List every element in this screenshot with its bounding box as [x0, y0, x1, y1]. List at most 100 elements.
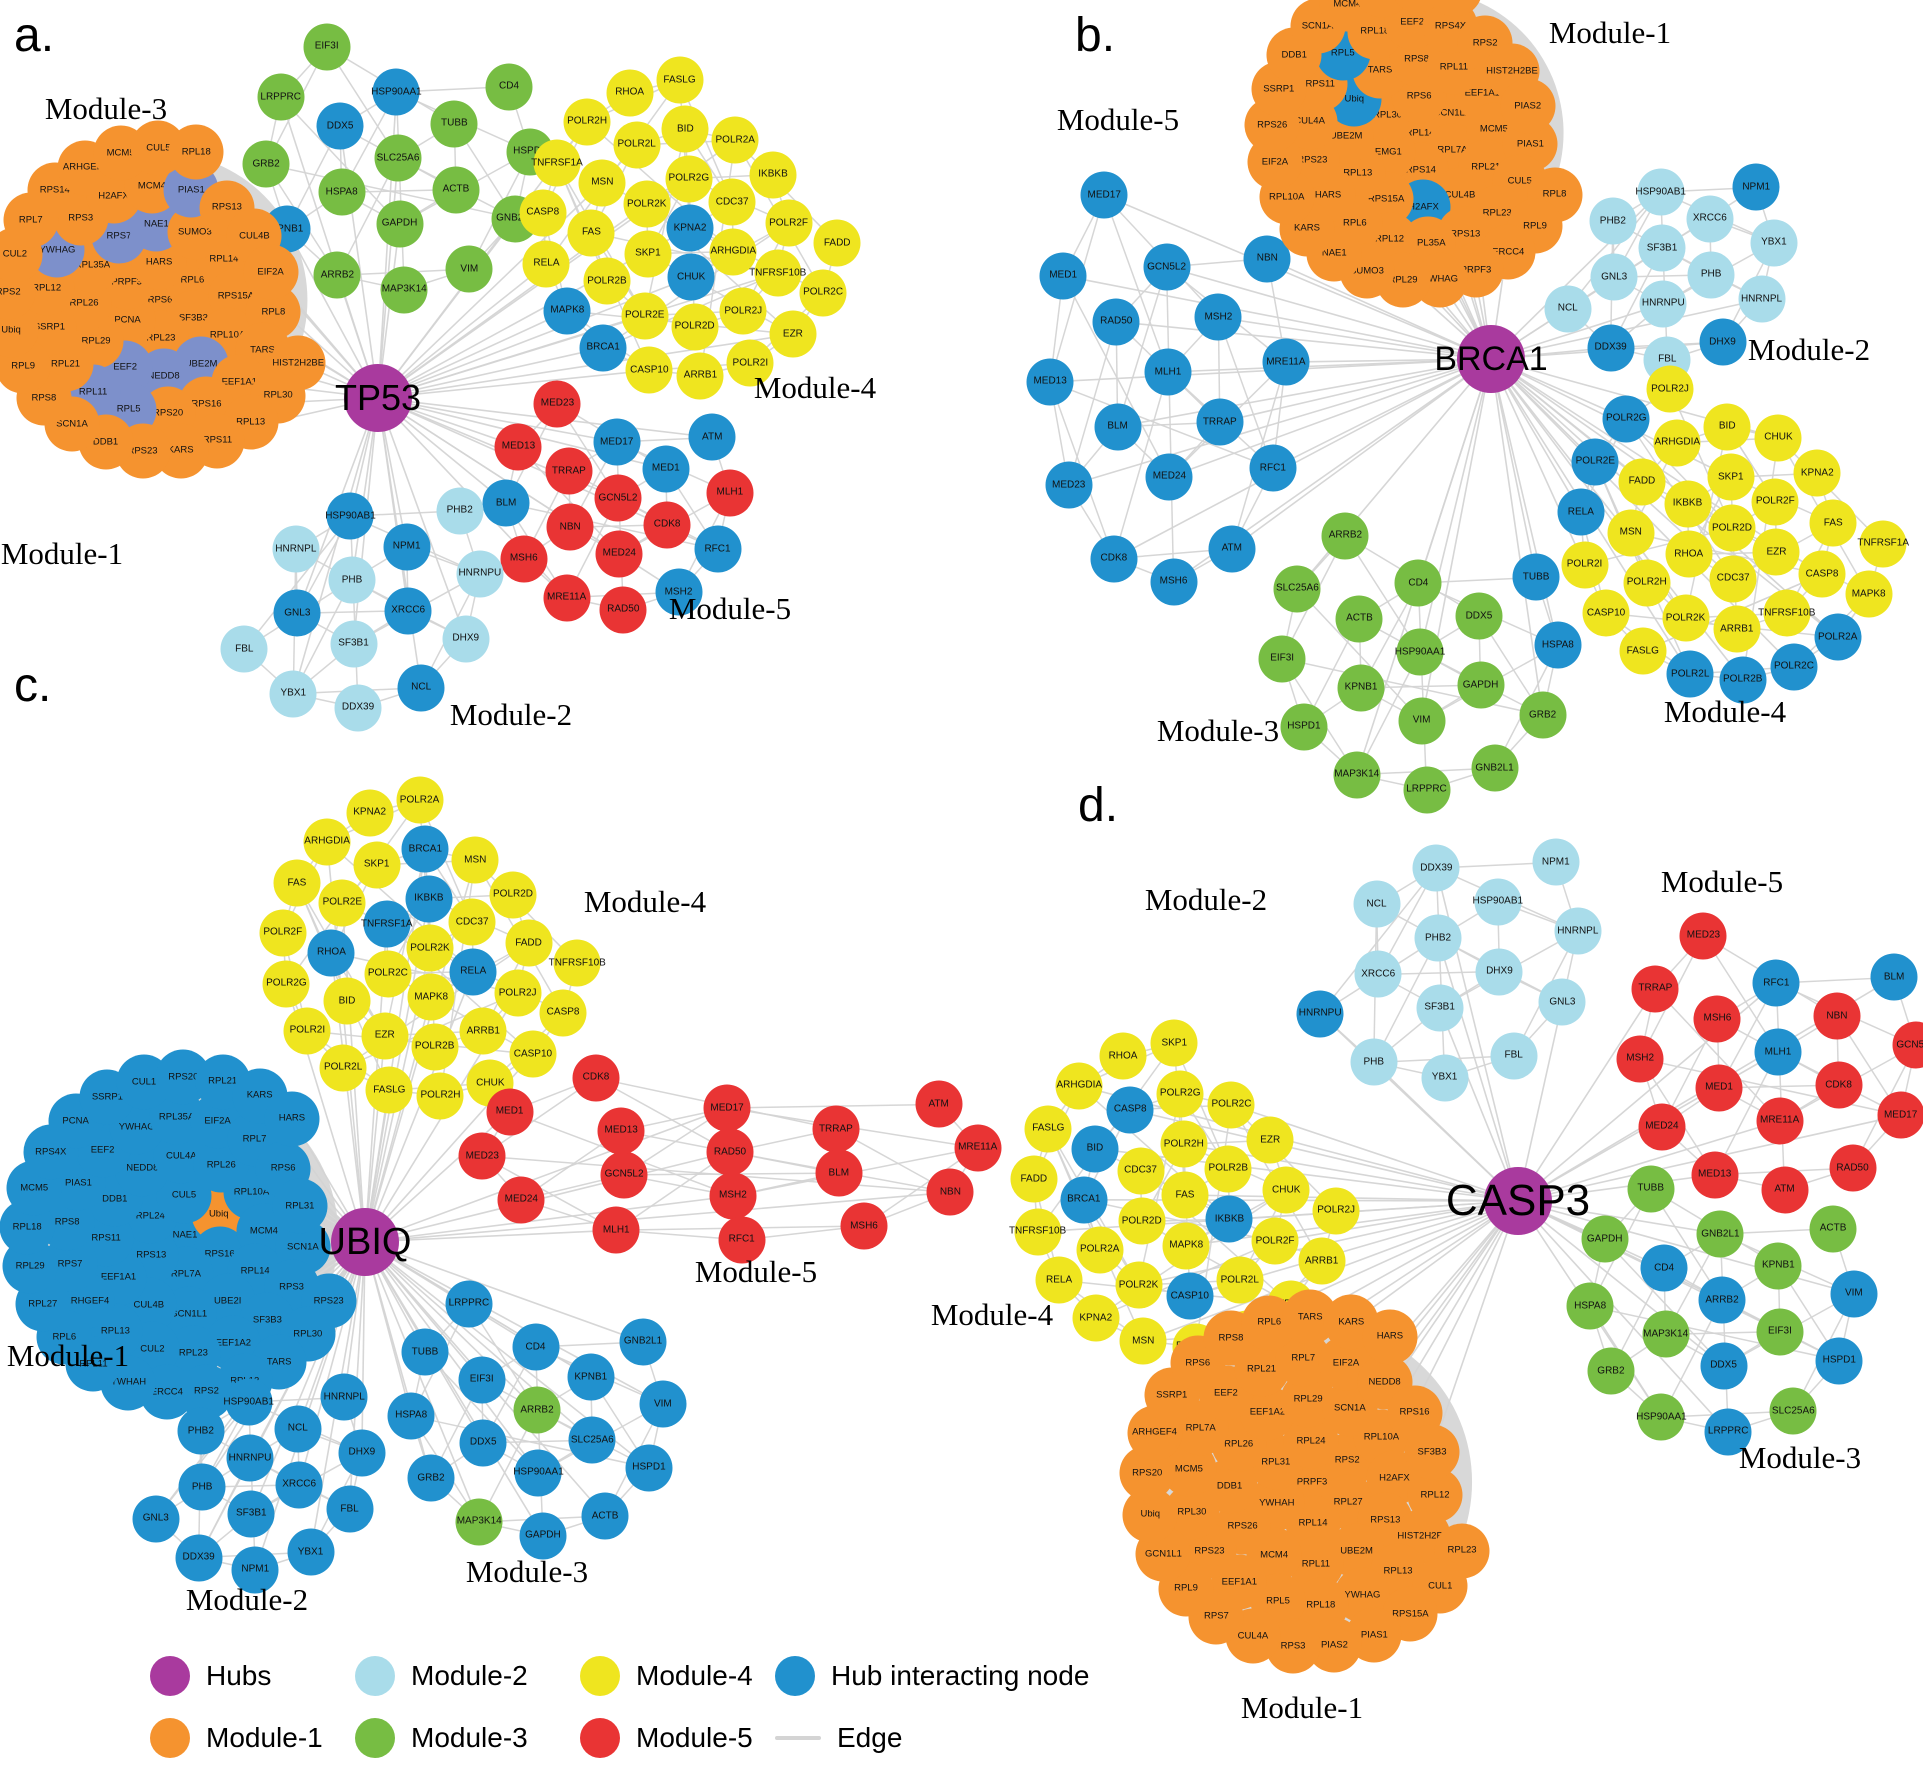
- node-polr2h[interactable]: POLR2H: [416, 1072, 464, 1120]
- node-eif3i[interactable]: EIF3I: [458, 1356, 506, 1404]
- node-rad50[interactable]: RAD50: [1829, 1144, 1877, 1192]
- node-casp8[interactable]: CASP8: [539, 989, 587, 1037]
- node-fadd[interactable]: FADD: [1010, 1155, 1058, 1203]
- node-brca1[interactable]: BRCA1: [579, 324, 627, 372]
- node-grb2[interactable]: GRB2: [1519, 691, 1567, 739]
- node-blm[interactable]: BLM: [815, 1149, 863, 1197]
- node-kpna2[interactable]: KPNA2: [1793, 449, 1841, 497]
- node-polr2a[interactable]: POLR2A: [396, 776, 444, 824]
- node-actb[interactable]: ACTB: [1809, 1205, 1857, 1253]
- node-ikbkb[interactable]: IKBKB: [749, 151, 797, 199]
- node-tnfrsf10b[interactable]: TNFRSF10B: [749, 249, 806, 297]
- node-chuk[interactable]: CHUK: [667, 253, 715, 301]
- node-rad50[interactable]: RAD50: [599, 586, 647, 634]
- node-tnfrsf10b[interactable]: TNFRSF10B: [1758, 589, 1815, 637]
- node-cdc37[interactable]: CDC37: [708, 178, 756, 226]
- node-polr2e[interactable]: POLR2E: [621, 292, 669, 340]
- hub-node-tp53[interactable]: TP53: [335, 364, 421, 432]
- node-cdc37[interactable]: CDC37: [1117, 1147, 1165, 1195]
- node-arrb1[interactable]: ARRB1: [1298, 1237, 1346, 1285]
- node-gnb2l1[interactable]: GNB2L1: [1471, 744, 1519, 792]
- node-polr2h[interactable]: POLR2H: [563, 98, 611, 146]
- node-polr2b[interactable]: POLR2B: [1204, 1145, 1252, 1193]
- node-ncl[interactable]: NCL: [397, 664, 445, 712]
- node-polr2e[interactable]: POLR2E: [318, 879, 366, 927]
- node-fas[interactable]: FAS: [273, 859, 321, 907]
- node-actb[interactable]: ACTB: [1335, 595, 1383, 643]
- node-polr2f[interactable]: POLR2F: [1751, 478, 1799, 526]
- node-fadd[interactable]: FADD: [505, 919, 553, 967]
- node-arhgdia[interactable]: ARHGDIA: [1055, 1062, 1103, 1110]
- node-tubb[interactable]: TUBB: [1627, 1165, 1675, 1213]
- node-cdk8[interactable]: CDK8: [572, 1054, 620, 1102]
- node-hnrnpl[interactable]: HNRNPL: [320, 1373, 368, 1421]
- node-rfc1[interactable]: RFC1: [1249, 444, 1297, 492]
- node-mlh1[interactable]: MLH1: [1754, 1028, 1802, 1076]
- node-med24[interactable]: MED24: [595, 530, 643, 578]
- node-ikbkb[interactable]: IKBKB: [1664, 480, 1712, 528]
- node-eif3i[interactable]: EIF3I: [1756, 1308, 1804, 1356]
- node-cdc37[interactable]: CDC37: [1709, 555, 1757, 603]
- node-rpl31[interactable]: RPL31: [272, 1178, 328, 1234]
- node-ybx1[interactable]: YBX1: [1750, 219, 1798, 267]
- node-gapdh[interactable]: GAPDH: [1457, 661, 1505, 709]
- node-tubb[interactable]: TUBB: [401, 1328, 449, 1376]
- node-msh2[interactable]: MSH2: [1616, 1035, 1664, 1082]
- node-vim[interactable]: VIM: [445, 245, 493, 293]
- node-atm[interactable]: ATM: [915, 1080, 963, 1128]
- node-mapk8[interactable]: MAPK8: [1162, 1222, 1210, 1270]
- node-hsp90ab1[interactable]: HSP90AB1: [325, 492, 376, 540]
- node-rhoa[interactable]: RHOA: [1099, 1032, 1147, 1080]
- node-ikbkb[interactable]: IKBKB: [405, 875, 453, 923]
- node-mapk8[interactable]: MAPK8: [1845, 570, 1893, 618]
- node-brca1[interactable]: BRCA1: [1060, 1176, 1108, 1224]
- node-skp1[interactable]: SKP1: [353, 841, 401, 889]
- node-atm[interactable]: ATM: [1761, 1166, 1808, 1214]
- node-ddx5[interactable]: DDX5: [1455, 592, 1503, 640]
- node-tnfrsf10b[interactable]: TNFRSF10B: [1009, 1208, 1066, 1256]
- node-kpna2[interactable]: KPNA2: [1072, 1294, 1120, 1342]
- node-polr2d[interactable]: POLR2D: [1708, 504, 1756, 552]
- node-trrap[interactable]: TRRAP: [1196, 398, 1244, 446]
- node-rfc1[interactable]: RFC1: [1752, 959, 1800, 1007]
- node-hsp90aa1[interactable]: HSP90AA1: [1636, 1393, 1687, 1441]
- node-ezr[interactable]: EZR: [1246, 1116, 1294, 1164]
- node-map3k14[interactable]: MAP3K14: [380, 266, 428, 314]
- node-hsp90ab1[interactable]: HSP90AB1: [1472, 878, 1523, 926]
- node-ybx1[interactable]: YBX1: [287, 1528, 334, 1576]
- node-med13[interactable]: MED13: [494, 423, 542, 471]
- node-cdk8[interactable]: CDK8: [643, 501, 691, 549]
- node-arrb1[interactable]: ARRB1: [459, 1007, 507, 1055]
- node-gcn5l2[interactable]: GCN5L2: [1143, 243, 1191, 291]
- node-vim[interactable]: VIM: [1830, 1270, 1878, 1318]
- node-ddx5[interactable]: DDX5: [316, 102, 364, 150]
- node-hsp90aa1[interactable]: HSP90AA1: [1395, 628, 1445, 676]
- node-phb2[interactable]: PHB2: [436, 487, 484, 535]
- node-med24[interactable]: MED24: [1145, 453, 1193, 501]
- node-polr2f[interactable]: POLR2F: [765, 199, 813, 247]
- node-chuk[interactable]: CHUK: [1262, 1166, 1310, 1214]
- node-actb[interactable]: ACTB: [432, 166, 480, 214]
- node-polr2e[interactable]: POLR2E: [1571, 438, 1619, 485]
- node-hars[interactable]: HARS: [264, 1091, 320, 1147]
- node-hspd1[interactable]: HSPD1: [1280, 703, 1328, 751]
- node-rela[interactable]: RELA: [1557, 488, 1605, 536]
- node-med1[interactable]: MED1: [1695, 1064, 1743, 1112]
- node-faslg[interactable]: FASLG: [365, 1066, 413, 1114]
- node-fas[interactable]: FAS: [567, 209, 615, 257]
- node-polr2a[interactable]: POLR2A: [711, 116, 759, 164]
- node-msn[interactable]: MSN: [451, 836, 499, 884]
- node-med17[interactable]: MED17: [593, 418, 641, 466]
- node-vim[interactable]: VIM: [1398, 697, 1446, 745]
- node-tubb[interactable]: TUBB: [1512, 553, 1560, 601]
- node-map3k14[interactable]: MAP3K14: [455, 1498, 503, 1546]
- node-trrap[interactable]: TRRAP: [1631, 965, 1679, 1013]
- node-eif3i[interactable]: EIF3I: [303, 23, 351, 71]
- node-polr2f[interactable]: POLR2F: [1251, 1217, 1299, 1265]
- node-hars[interactable]: HARS: [1362, 1309, 1418, 1365]
- node-rad50[interactable]: RAD50: [1092, 298, 1140, 346]
- node-cd4[interactable]: CD4: [512, 1323, 559, 1371]
- node-med23[interactable]: MED23: [533, 380, 581, 428]
- node-rela[interactable]: RELA: [1035, 1256, 1083, 1304]
- node-lrpprc[interactable]: LRPPRC: [1704, 1408, 1752, 1456]
